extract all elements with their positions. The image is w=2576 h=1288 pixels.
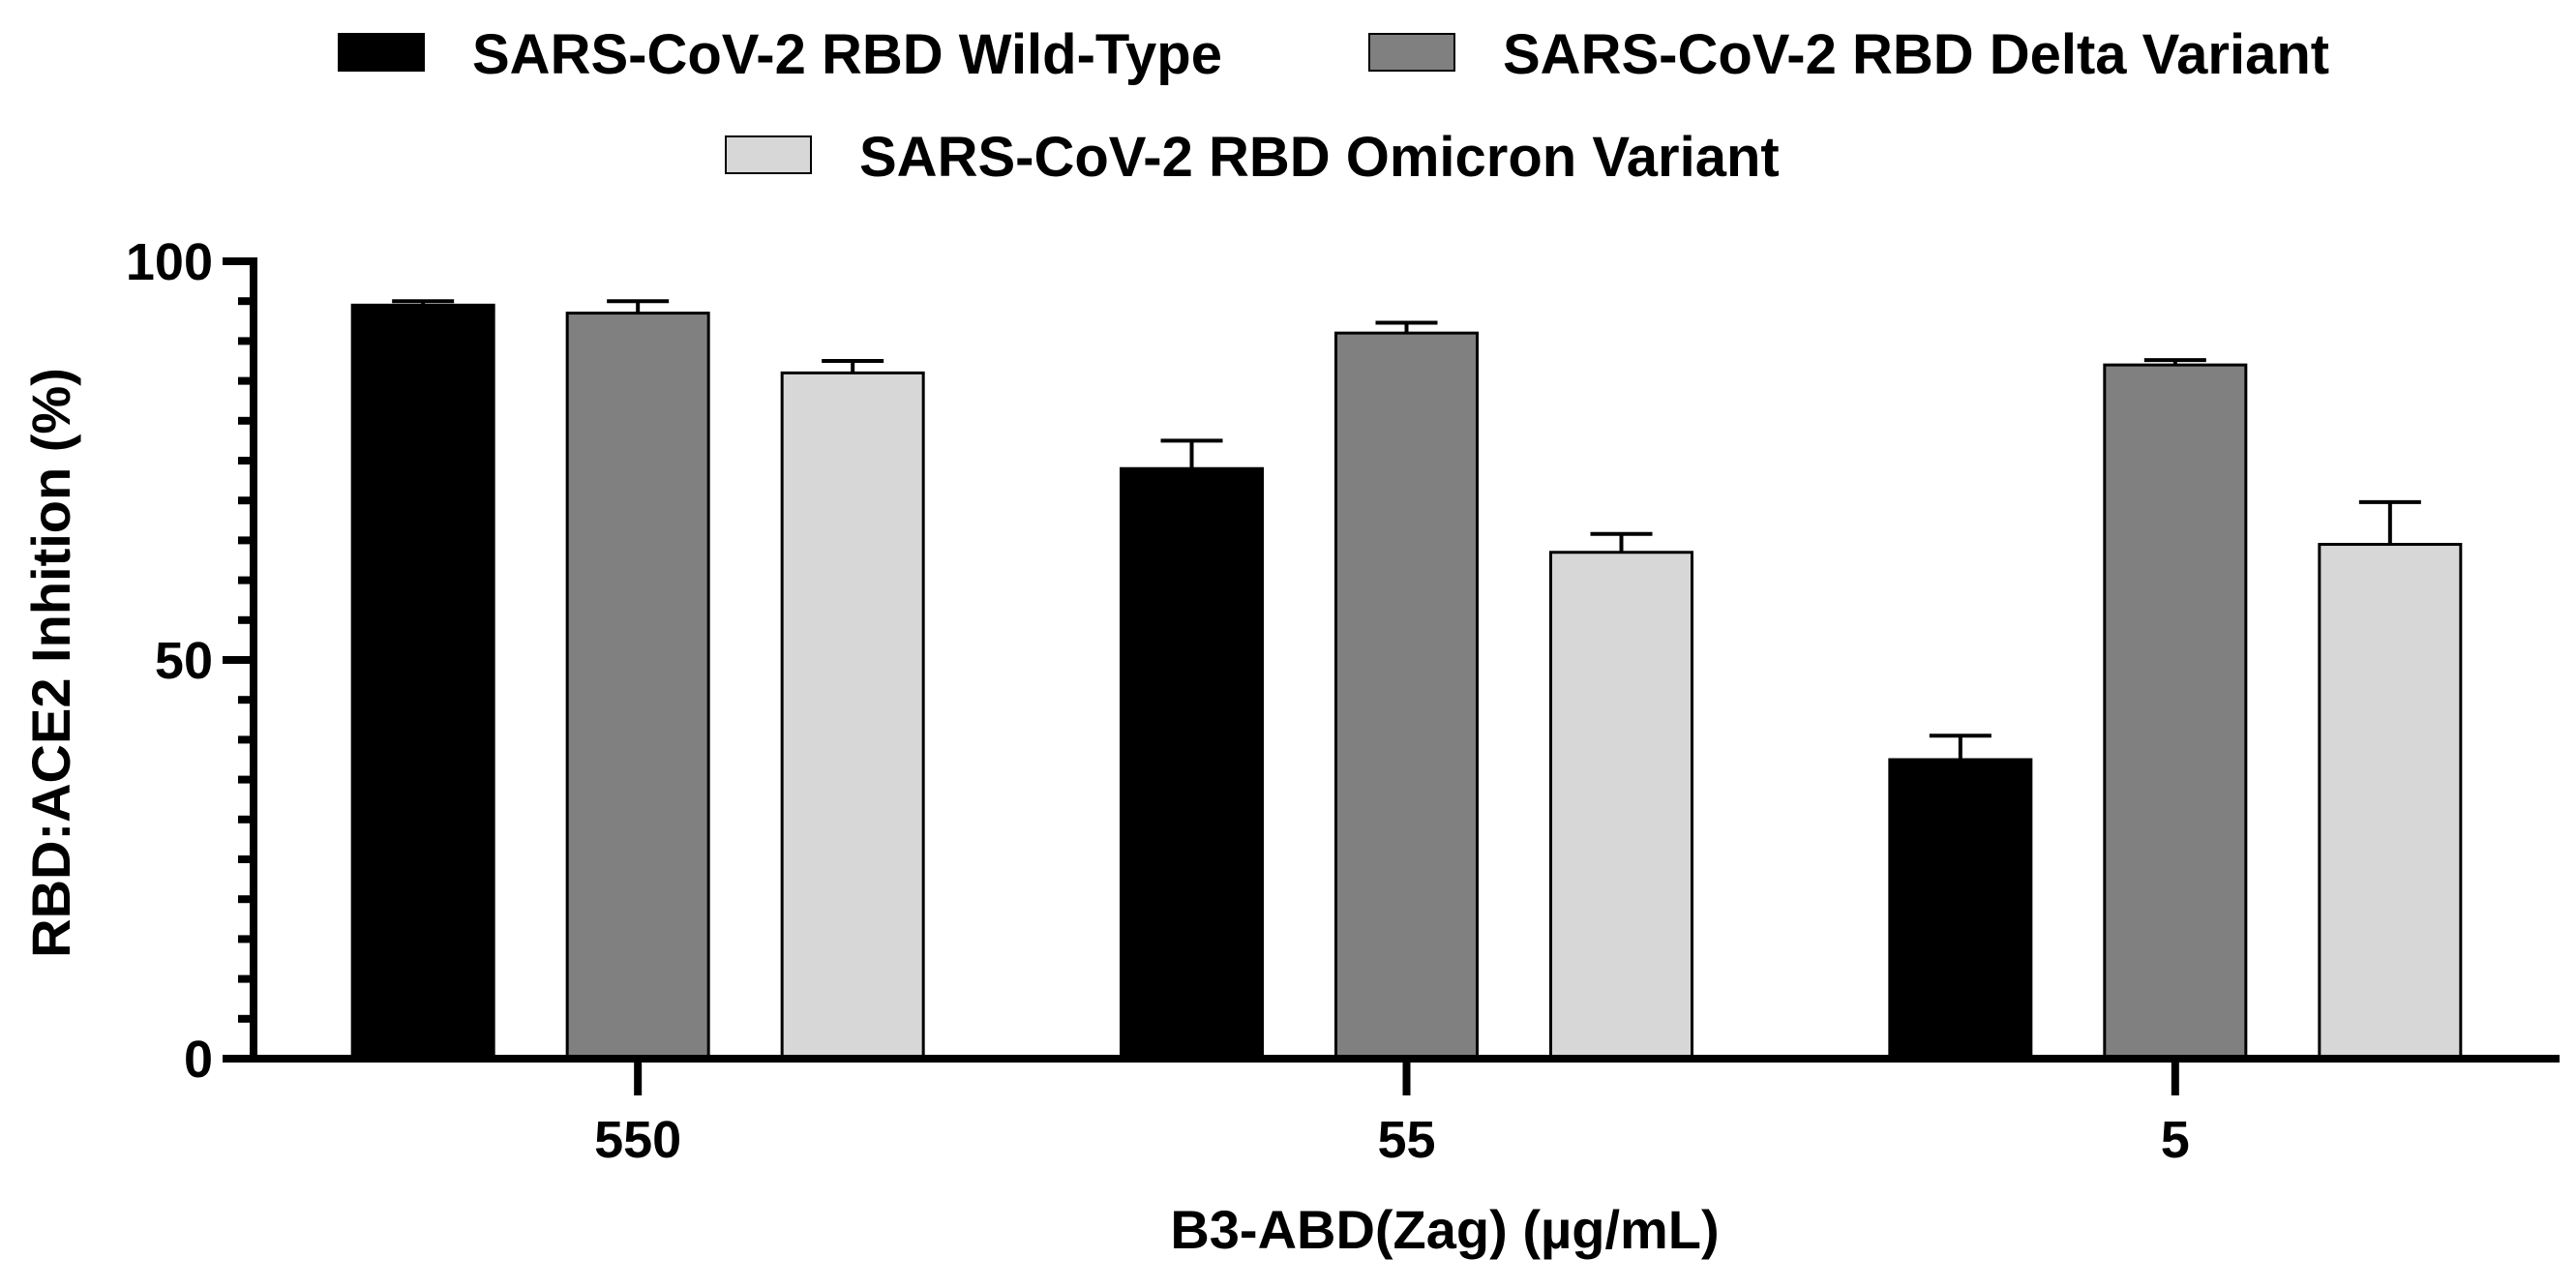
x-tick-label: 55	[1377, 1111, 1435, 1169]
x-tick-label: 550	[594, 1111, 681, 1169]
legend-entry-wild-type: SARS-CoV-2 RBD Wild-Type	[338, 23, 1222, 86]
y-axis-label: RBD:ACE2 Inhition (%)	[20, 368, 81, 958]
bar	[2103, 363, 2248, 1061]
legend-swatch-omicron	[725, 135, 812, 174]
y-tick-label: 0	[184, 1031, 213, 1089]
bar	[1549, 551, 1693, 1061]
legend-swatch-wild-type	[338, 33, 425, 72]
legend-label-omicron: SARS-CoV-2 RBD Omicron Variant	[859, 126, 1780, 189]
y-tick-label: 50	[155, 632, 213, 690]
legend-entry-omicron: SARS-CoV-2 RBD Omicron Variant	[725, 126, 1780, 189]
chart-legend: SARS-CoV-2 RBD Wild-Type SARS-CoV-2 RBD …	[338, 23, 2329, 189]
x-axis-label: B3-ABD(Zag) (µg/mL)	[1170, 1199, 1719, 1260]
y-tick-label: 100	[126, 233, 213, 291]
legend-swatch-delta	[1368, 33, 1455, 72]
bar	[350, 303, 495, 1061]
bar	[780, 371, 925, 1061]
bar	[2318, 543, 2463, 1061]
bar	[1888, 758, 2033, 1061]
bar	[1334, 331, 1479, 1061]
legend-entry-delta: SARS-CoV-2 RBD Delta Variant	[1368, 23, 2329, 86]
x-tick-label: 5	[2161, 1111, 2190, 1169]
bar	[1120, 466, 1264, 1061]
legend-label-delta: SARS-CoV-2 RBD Delta Variant	[1503, 23, 2329, 86]
legend-label-wild-type: SARS-CoV-2 RBD Wild-Type	[472, 23, 1222, 86]
bar	[565, 312, 710, 1061]
